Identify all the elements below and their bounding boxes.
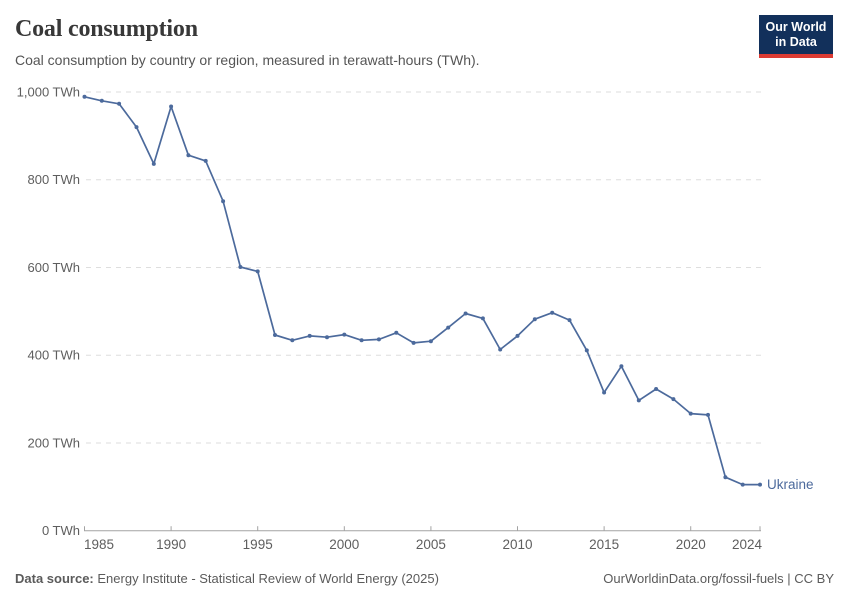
data-point bbox=[221, 199, 226, 204]
data-point bbox=[480, 316, 485, 321]
data-line bbox=[83, 95, 761, 486]
data-point bbox=[532, 317, 537, 322]
y-tick-label: 800 TWh bbox=[27, 172, 80, 187]
data-point bbox=[134, 125, 139, 130]
y-tick-label: 600 TWh bbox=[27, 260, 80, 275]
data-point bbox=[290, 338, 295, 343]
y-tick-label: 0 TWh bbox=[42, 523, 80, 538]
data-point bbox=[515, 333, 520, 338]
data-point bbox=[238, 265, 243, 269]
data-point bbox=[740, 482, 745, 487]
data-point bbox=[186, 153, 191, 158]
owid-logo-line2: in Data bbox=[775, 34, 817, 49]
y-tick-label: 1,000 TWh bbox=[17, 85, 80, 100]
x-tick-label: 2000 bbox=[329, 537, 359, 552]
chart-title: Coal consumption bbox=[15, 16, 198, 42]
data-point bbox=[203, 158, 208, 163]
x-tick-label: 2005 bbox=[416, 537, 446, 552]
data-point bbox=[99, 98, 104, 103]
owid-logo-line1: Our World bbox=[765, 20, 827, 34]
data-point bbox=[758, 482, 762, 487]
data-point bbox=[671, 397, 676, 402]
chart-subtitle: Coal consumption by country or region, m… bbox=[15, 52, 480, 68]
data-point bbox=[117, 101, 122, 106]
x-tick-label: 2024 bbox=[732, 537, 763, 552]
data-point bbox=[411, 340, 416, 345]
data-point bbox=[688, 411, 693, 416]
data-point bbox=[307, 333, 312, 338]
data-point bbox=[723, 475, 728, 480]
data-point bbox=[151, 161, 156, 166]
data-point bbox=[255, 269, 260, 274]
data-point bbox=[636, 398, 641, 403]
data-point bbox=[550, 310, 555, 315]
data-point bbox=[169, 104, 174, 109]
owid-logo[interactable]: Our World in Data bbox=[759, 15, 833, 58]
data-point bbox=[567, 318, 572, 323]
data-source: Data source: Energy Institute - Statisti… bbox=[15, 571, 439, 586]
footer-link[interactable]: OurWorldinData.org/fossil-fuels | CC BY bbox=[603, 571, 834, 586]
data-point bbox=[376, 337, 381, 342]
data-point bbox=[602, 390, 607, 395]
data-source-label: Data source: bbox=[15, 571, 94, 586]
chart-footer: Data source: Energy Institute - Statisti… bbox=[15, 571, 834, 586]
data-point bbox=[273, 333, 277, 337]
data-point bbox=[82, 94, 87, 99]
data-point bbox=[394, 330, 399, 335]
data-point bbox=[706, 412, 710, 417]
data-source-text: Energy Institute - Statistical Review of… bbox=[97, 571, 439, 586]
x-tick-label: 1990 bbox=[156, 537, 186, 552]
x-tick-label: 2010 bbox=[502, 537, 532, 552]
data-point bbox=[498, 347, 503, 352]
data-point bbox=[428, 339, 433, 344]
x-tick-label: 1995 bbox=[243, 537, 273, 552]
data-point bbox=[446, 325, 451, 330]
data-point bbox=[619, 364, 624, 369]
series-label[interactable]: Ukraine bbox=[767, 477, 814, 492]
data-point bbox=[463, 311, 468, 316]
data-point bbox=[342, 332, 347, 337]
y-tick-label: 200 TWh bbox=[27, 435, 80, 450]
data-point bbox=[654, 387, 659, 391]
x-tick-label: 2015 bbox=[589, 537, 619, 552]
data-point bbox=[584, 348, 589, 353]
data-point bbox=[359, 338, 364, 343]
data-point bbox=[325, 335, 329, 340]
x-tick-label: 2020 bbox=[676, 537, 706, 552]
x-tick-label: 1985 bbox=[84, 537, 114, 552]
y-tick-label: 400 TWh bbox=[27, 348, 80, 363]
